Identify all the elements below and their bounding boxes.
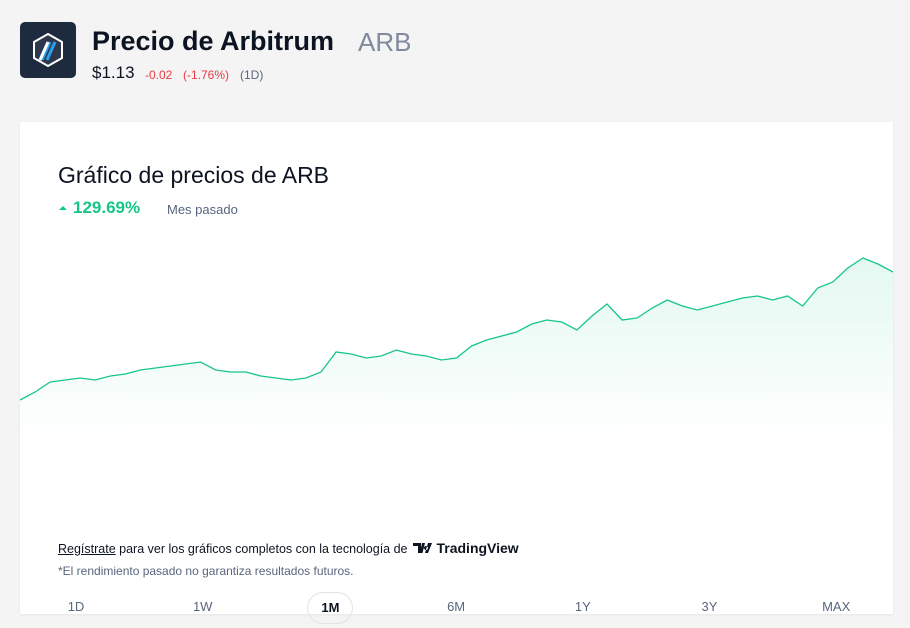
price-change-pct: (-1.76%) xyxy=(183,68,230,82)
range-button[interactable]: 1D xyxy=(67,599,85,614)
tv-brand: TradingView xyxy=(436,540,519,556)
title: Precio de Arbitrum xyxy=(92,26,335,56)
price: $1.13 xyxy=(92,63,135,82)
footer-text: para ver los gráficos completos con la t… xyxy=(119,542,408,556)
coin-icon xyxy=(20,22,76,78)
range-button[interactable]: 1M xyxy=(307,592,354,624)
chart-card: Gráfico de precios de ARB 129.69% Mes pa… xyxy=(20,122,893,624)
range-button[interactable]: 3Y xyxy=(701,599,718,614)
price-line xyxy=(20,257,893,401)
up-arrow xyxy=(59,206,67,210)
tv-logo xyxy=(413,543,432,553)
range-button[interactable]: 6M xyxy=(447,599,466,614)
register-link[interactable]: Regístrate xyxy=(58,542,116,556)
performance-label: Mes pasado xyxy=(167,202,238,217)
range-button[interactable]: MAX xyxy=(822,599,851,614)
price-change: -0.02 xyxy=(145,68,173,82)
symbol: ARB xyxy=(358,27,412,57)
footer-line: Regístrate para ver los gráficos complet… xyxy=(58,540,519,556)
chart-title: Gráfico de precios de ARB xyxy=(58,162,330,188)
area-fill xyxy=(20,258,893,440)
disclaimer: *El rendimiento pasado no garantiza resu… xyxy=(58,564,354,578)
range-button[interactable]: 1Y xyxy=(574,599,591,614)
range-button[interactable]: 1W xyxy=(192,599,213,614)
performance: 129.69% xyxy=(73,198,141,217)
period: (1D) xyxy=(240,68,264,82)
price-chart xyxy=(20,257,893,440)
